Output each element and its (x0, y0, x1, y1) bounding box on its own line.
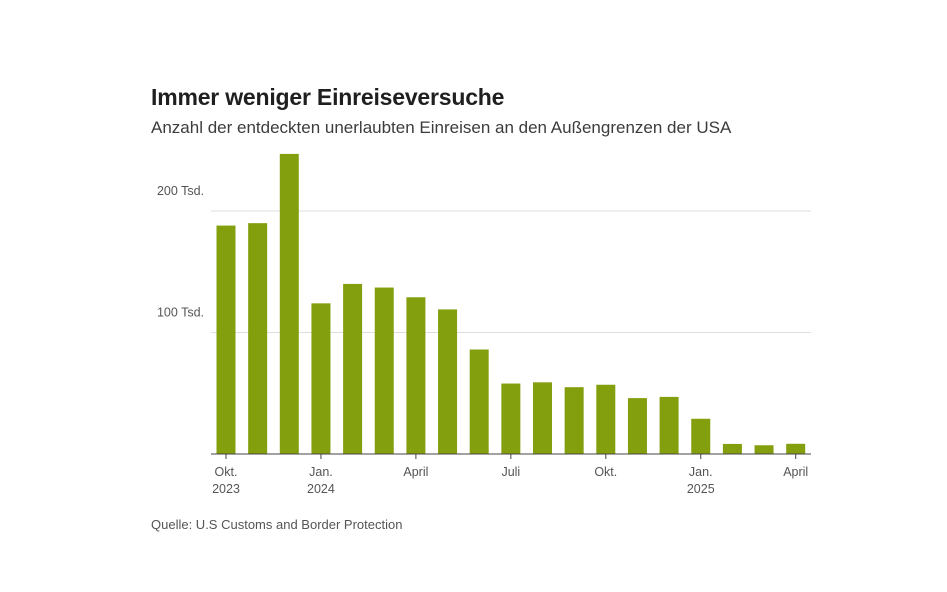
source-note: Quelle: U.S Customs and Border Protectio… (151, 517, 403, 532)
bar-2024-03 (374, 287, 394, 454)
x-tick-year-label: 2023 (212, 482, 240, 496)
bar-2025-04 (786, 443, 806, 454)
bar-2024-02 (343, 283, 363, 454)
bar-2023-10 (216, 225, 236, 454)
bar-2024-09 (564, 387, 584, 454)
x-axis: Okt. 2023 Jan. 2024 April Juli Okt. Jan. 2025 Apr… (211, 453, 811, 496)
bar-2025-03 (754, 445, 774, 454)
x-tick-year-label: 2025 (687, 482, 715, 496)
bar-2023-11 (248, 223, 268, 454)
bar-2024-12 (659, 396, 679, 454)
x-tick-label: Juli (501, 465, 520, 479)
bar-2025-02 (722, 443, 742, 454)
chart-title: Immer weniger Einreiseversuche (151, 84, 505, 110)
x-tick-label: Jan. (689, 465, 713, 479)
x-tick-year-label: 2024 (307, 482, 335, 496)
x-tick-label: Okt. (215, 465, 238, 479)
gridlines: 100 Tsd. 200 Tsd. (157, 184, 811, 333)
bars (216, 153, 806, 454)
bar-2024-11 (627, 398, 647, 454)
bar-2024-07 (501, 383, 521, 454)
bar-2024-04 (406, 297, 426, 454)
bar-2024-06 (469, 349, 489, 454)
chart-subtitle: Anzahl der entdeckten unerlaubten Einrei… (151, 118, 732, 137)
x-tick-label: Okt. (594, 465, 617, 479)
x-tick-label: April (783, 465, 808, 479)
bar-2024-08 (533, 382, 552, 454)
bar-2024-01 (311, 303, 331, 454)
bar-2024-05 (438, 309, 458, 454)
y-tick-label: 100 Tsd. (157, 306, 204, 320)
bar-2025-01 (691, 418, 711, 454)
x-tick-label: April (403, 465, 428, 479)
y-tick-label: 200 Tsd. (157, 184, 204, 198)
x-tick-label: Jan. (309, 465, 333, 479)
bar-2023-12 (279, 153, 299, 454)
bar-2024-10 (596, 384, 616, 454)
